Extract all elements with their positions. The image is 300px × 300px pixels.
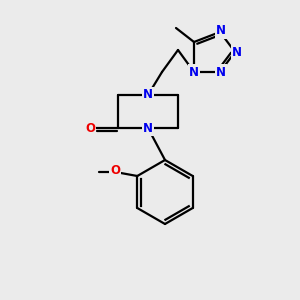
Text: N: N xyxy=(189,65,199,79)
Text: N: N xyxy=(143,122,153,134)
Text: N: N xyxy=(216,65,226,79)
Text: N: N xyxy=(143,88,153,101)
Text: N: N xyxy=(216,25,226,38)
Text: O: O xyxy=(110,164,120,178)
Text: O: O xyxy=(85,122,95,134)
Text: N: N xyxy=(232,46,242,59)
